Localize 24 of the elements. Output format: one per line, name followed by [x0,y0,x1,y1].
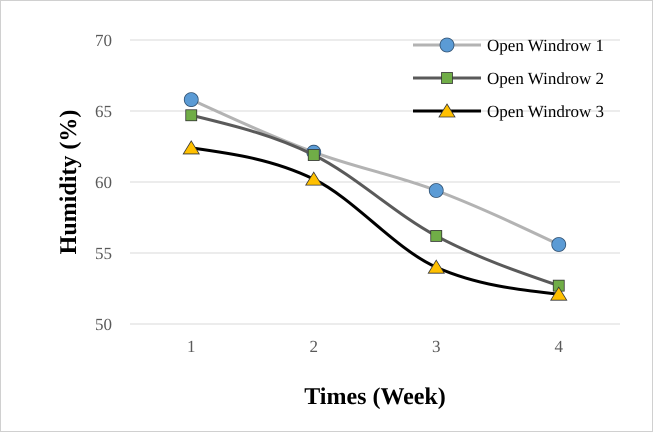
point [551,237,566,252]
point [185,109,198,122]
x-tick-label: 1 [187,337,196,356]
x-tick-label: 3 [432,337,440,356]
point [428,183,444,198]
legend-label: Open Windrow 1 [487,36,604,55]
y-tick-label: 50 [95,314,112,334]
y-axis-title: Humidity (%) [56,110,82,254]
y-tick-label: 65 [95,102,112,121]
point [182,140,200,154]
point [184,92,199,108]
point [428,260,445,274]
point [305,172,322,186]
y-tick-label: 70 [95,30,112,50]
point [430,230,442,242]
legend-label: Open Windrow 3 [487,102,604,121]
y-tick-label: 60 [95,172,112,192]
y-tick-label: 55 [95,244,112,263]
point [550,286,568,301]
point [308,149,320,161]
x-tick-label: 4 [554,337,564,356]
legend-label: Open Windrow 2 [487,68,604,88]
x-tick-label: 2 [310,337,318,356]
x-axis-title: Times (Week) [304,384,446,410]
